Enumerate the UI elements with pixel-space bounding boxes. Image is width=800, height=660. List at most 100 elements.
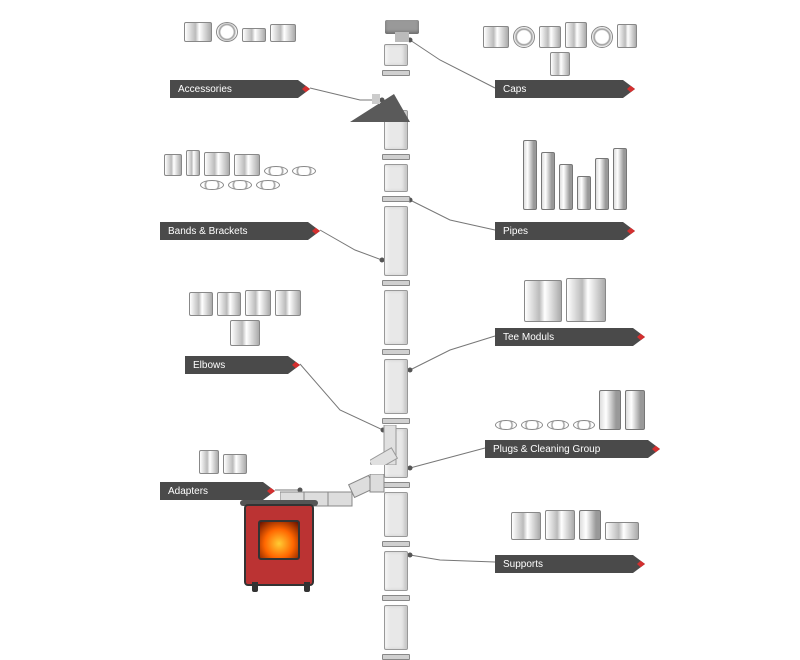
category-label-adapters: Adapters <box>160 482 275 500</box>
thumb-end-cap-1 <box>495 420 517 430</box>
category-label-text: Plugs & Cleaning Group <box>493 444 600 455</box>
leader-line-bands-brackets <box>320 230 382 260</box>
thumb-plate-cap <box>573 420 595 430</box>
thumb-clamp-band-4 <box>228 180 252 190</box>
thumb-rotary-cowl <box>617 24 637 48</box>
thumb-trim-collar <box>216 22 238 42</box>
thumb-locking-band <box>164 154 182 176</box>
thumb-cleaning-module <box>625 390 645 430</box>
chimney-joint <box>382 418 410 424</box>
category-label-tee-moduls: Tee Moduls <box>495 328 645 346</box>
thumb-adapter-increaser <box>199 450 219 474</box>
thumb-inspection-door <box>599 390 621 430</box>
chimney-pipe-segment <box>384 44 408 66</box>
thumb-pipe-adjustable-2 <box>613 148 627 210</box>
thumb-base-support <box>579 510 601 540</box>
category-label-supports: Supports <box>495 555 645 573</box>
leader-line-elbows <box>300 364 383 430</box>
chimney-joint <box>382 349 410 355</box>
chimney-joint <box>382 196 410 202</box>
chimney-pipe-segment <box>384 605 408 650</box>
leader-line-pipes <box>410 200 495 230</box>
category-label-text: Tee Moduls <box>503 332 554 343</box>
chimney-joint <box>382 541 410 547</box>
leader-line-supports <box>410 555 495 562</box>
thumb-pipe-adjustable-1 <box>595 158 609 210</box>
chimney-diagram: Accessories Bands & Brackets Elbows Adapter… <box>0 0 800 600</box>
thumb-flashing-plate <box>270 24 296 42</box>
chimney-pipe-segment <box>384 206 408 276</box>
thumb-elbow-90 <box>230 320 260 346</box>
thumb-terminal-cap <box>550 52 570 76</box>
thumb-conical-cap <box>565 22 587 48</box>
thumb-deflector-cap <box>513 26 535 48</box>
category-label-plugs-cleaning: Plugs & Cleaning Group <box>485 440 660 458</box>
thumb-clamp-band-1 <box>264 166 288 176</box>
thumb-plate-support <box>511 512 541 540</box>
thumb-rain-cap <box>483 26 509 48</box>
chimney-joint <box>382 70 410 76</box>
thumb-clamp-band-3 <box>200 180 224 190</box>
thumb-pipe-1000 <box>523 140 537 210</box>
thumbs-elbows <box>175 290 315 346</box>
thumbs-tee-moduls <box>510 278 620 322</box>
chimney-cap <box>382 20 422 42</box>
chimney-pipe-segment <box>384 290 408 345</box>
chimney-pipe-segment <box>384 359 408 414</box>
thumb-storm-collar <box>242 28 266 42</box>
thumb-clamp-band-2 <box>292 166 316 176</box>
chimney-joint <box>382 280 410 286</box>
wood-stove <box>240 500 318 592</box>
thumbs-supports <box>495 510 655 540</box>
chimney-joint <box>382 595 410 601</box>
thumbs-plugs-cleaning <box>490 390 650 430</box>
category-label-text: Caps <box>503 84 526 95</box>
chimney-pipe-segment <box>384 164 408 192</box>
thumbs-adapters <box>188 450 258 474</box>
thumb-adapter-reducer <box>223 454 247 474</box>
thumb-elbow-45 <box>245 290 271 316</box>
thumb-end-cap-2 <box>521 420 543 430</box>
leader-line-plugs-cleaning <box>410 448 485 468</box>
thumb-clamp-band-5 <box>256 180 280 190</box>
thumb-pipe-750 <box>541 152 555 210</box>
thumb-wall-plate <box>184 22 212 42</box>
chimney-tee-branch <box>370 425 410 465</box>
category-label-text: Supports <box>503 559 543 570</box>
thumbs-pipes <box>495 140 655 210</box>
thumb-tee-45 <box>566 278 606 322</box>
category-label-text: Accessories <box>178 84 232 95</box>
thumb-guy-wire-bracket <box>204 152 230 176</box>
category-label-text: Pipes <box>503 226 528 237</box>
category-label-accessories: Accessories <box>170 80 310 98</box>
category-label-bands-brackets: Bands & Brackets <box>160 222 320 240</box>
thumb-anti-wind-cap <box>539 26 561 48</box>
thumb-floor-support <box>605 522 639 540</box>
chimney-joint <box>382 154 410 160</box>
thumb-pipe-500 <box>559 164 573 210</box>
category-label-text: Adapters <box>168 486 208 497</box>
thumb-elbow-15 <box>189 292 213 316</box>
roof-flashing <box>340 94 410 122</box>
chimney-joint <box>382 654 410 660</box>
thumb-mushroom-cap <box>591 26 613 48</box>
thumb-wall-bracket <box>186 150 200 176</box>
category-label-elbows: Elbows <box>185 356 300 374</box>
thumb-tee-90 <box>524 280 562 322</box>
thumb-tripod-bracket <box>234 154 260 176</box>
thumbs-accessories <box>175 22 305 42</box>
category-label-text: Bands & Brackets <box>168 226 247 237</box>
category-label-text: Elbows <box>193 360 225 371</box>
thumb-pipe-250 <box>577 176 591 210</box>
thumbs-caps <box>480 22 640 76</box>
category-label-pipes: Pipes <box>495 222 635 240</box>
thumb-elbow-30 <box>217 292 241 316</box>
thumbs-bands-brackets <box>160 150 320 190</box>
thumb-drain-cap <box>547 420 569 430</box>
thumb-wall-support <box>545 510 575 540</box>
chimney-pipe-segment <box>384 551 408 591</box>
thumb-elbow-60 <box>275 290 301 316</box>
leader-line-tee-moduls <box>410 336 495 370</box>
category-label-caps: Caps <box>495 80 635 98</box>
flame-icon <box>258 520 300 560</box>
